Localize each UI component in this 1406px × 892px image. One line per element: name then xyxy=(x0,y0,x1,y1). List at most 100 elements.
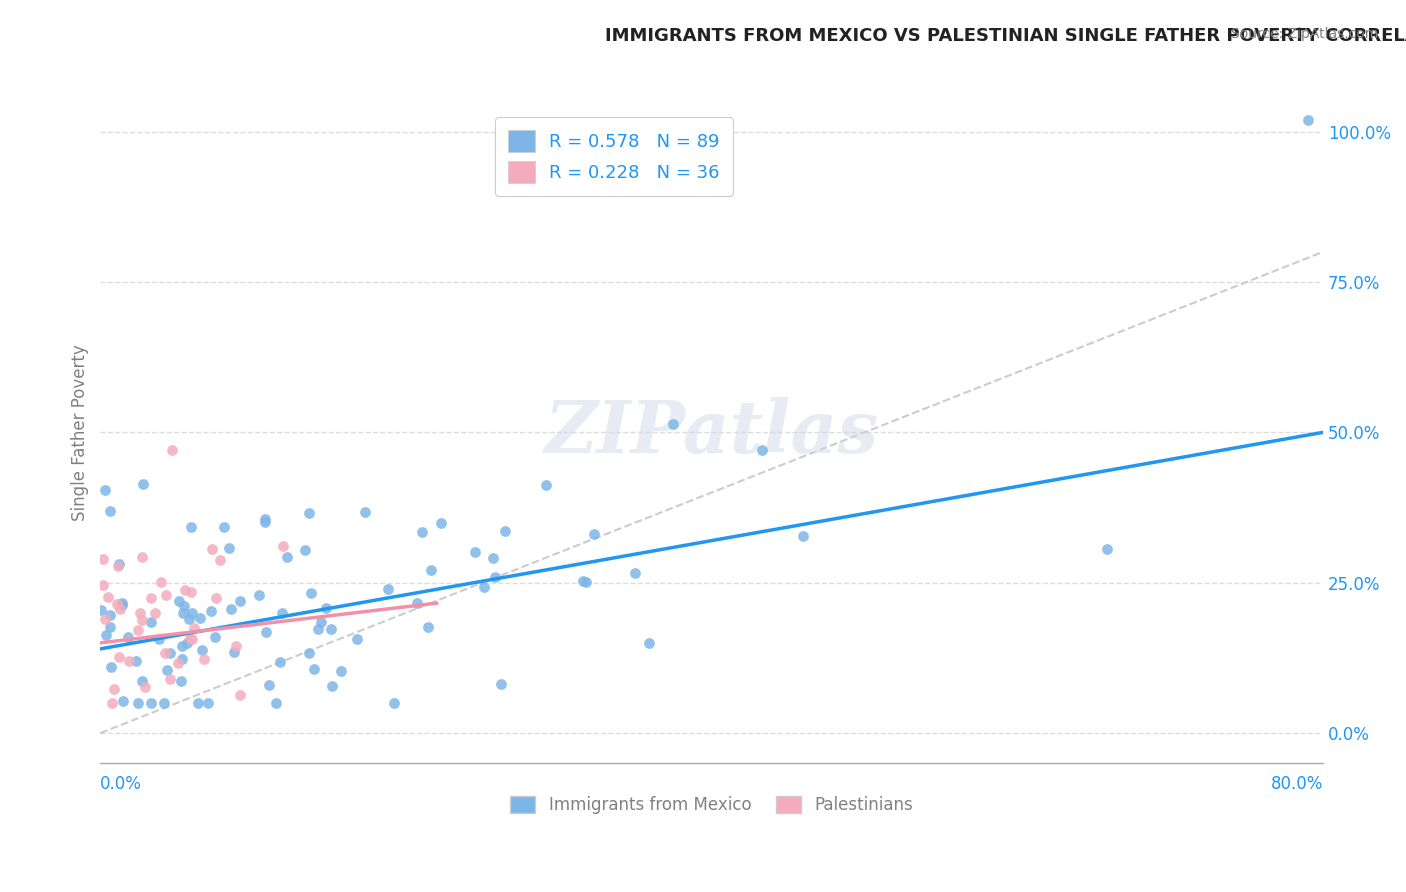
Point xyxy=(276,549,298,564)
Point xyxy=(204,630,226,644)
Point xyxy=(481,550,503,565)
Point xyxy=(134,681,156,695)
Point xyxy=(346,632,368,646)
Point xyxy=(139,696,162,710)
Y-axis label: Single Father Poverty: Single Father Poverty xyxy=(72,344,89,521)
Point xyxy=(162,443,184,458)
Point xyxy=(190,643,212,657)
Point xyxy=(411,525,433,540)
Point xyxy=(153,696,176,710)
Point xyxy=(132,476,155,491)
Point xyxy=(155,588,177,602)
Point xyxy=(100,504,122,518)
Point xyxy=(148,632,170,646)
Point xyxy=(93,612,115,626)
Point xyxy=(294,543,316,558)
Point xyxy=(254,625,277,640)
Point xyxy=(118,654,141,668)
Legend: Immigrants from Mexico, Palestinians: Immigrants from Mexico, Palestinians xyxy=(503,789,920,821)
Point xyxy=(208,553,231,567)
Point xyxy=(174,582,197,597)
Point xyxy=(484,570,506,584)
Point xyxy=(108,650,131,665)
Point xyxy=(169,594,191,608)
Point xyxy=(156,663,179,677)
Point xyxy=(183,621,205,635)
Point xyxy=(96,628,118,642)
Point xyxy=(315,600,337,615)
Point xyxy=(583,526,606,541)
Point xyxy=(180,585,202,599)
Point xyxy=(214,520,236,534)
Point xyxy=(377,582,399,597)
Point xyxy=(172,639,194,653)
Point xyxy=(222,644,245,658)
Point xyxy=(127,623,149,637)
Point xyxy=(173,599,195,613)
Point xyxy=(430,516,453,531)
Point xyxy=(187,696,209,710)
Point xyxy=(792,529,814,543)
Point xyxy=(319,622,342,636)
Point xyxy=(624,566,647,580)
Point xyxy=(179,631,201,645)
Point xyxy=(200,604,222,618)
Point xyxy=(197,696,219,710)
Point xyxy=(108,601,131,615)
Point xyxy=(98,620,121,634)
Text: Source: ZipAtlas.com: Source: ZipAtlas.com xyxy=(1230,27,1378,41)
Point xyxy=(534,478,557,492)
Point xyxy=(572,574,595,589)
Point xyxy=(180,632,202,647)
Point xyxy=(419,563,441,577)
Point xyxy=(225,639,247,653)
Point xyxy=(638,636,661,650)
Point xyxy=(751,442,773,457)
Point xyxy=(253,516,276,530)
Point xyxy=(127,696,149,710)
Point xyxy=(117,630,139,644)
Point xyxy=(90,603,112,617)
Point xyxy=(91,552,114,566)
Point xyxy=(131,549,153,564)
Point xyxy=(219,602,242,616)
Point xyxy=(94,483,117,498)
Point xyxy=(172,607,194,621)
Point xyxy=(170,673,193,688)
Point xyxy=(97,590,120,604)
Point xyxy=(302,662,325,676)
Point xyxy=(159,646,181,660)
Point xyxy=(406,595,429,609)
Point xyxy=(269,655,291,669)
Point xyxy=(180,520,202,534)
Point xyxy=(188,611,211,625)
Point xyxy=(575,574,598,589)
Point xyxy=(354,505,377,519)
Point xyxy=(229,594,252,608)
Point xyxy=(176,636,198,650)
Point xyxy=(271,539,294,553)
Point xyxy=(259,678,281,692)
Point xyxy=(101,696,124,710)
Point xyxy=(129,607,152,621)
Point xyxy=(494,524,516,539)
Point xyxy=(416,620,439,634)
Point xyxy=(153,646,176,660)
Point xyxy=(105,598,128,612)
Point xyxy=(131,673,153,688)
Point xyxy=(193,652,215,666)
Point xyxy=(321,679,343,693)
Point xyxy=(271,607,294,621)
Point xyxy=(98,607,121,622)
Point xyxy=(131,613,153,627)
Point xyxy=(107,558,129,573)
Point xyxy=(254,512,277,526)
Point xyxy=(247,588,270,602)
Point xyxy=(464,545,486,559)
Point xyxy=(201,542,224,557)
Point xyxy=(1296,112,1319,127)
Point xyxy=(205,591,228,605)
Point xyxy=(264,696,287,710)
Text: 0.0%: 0.0% xyxy=(100,775,142,793)
Point xyxy=(91,578,114,592)
